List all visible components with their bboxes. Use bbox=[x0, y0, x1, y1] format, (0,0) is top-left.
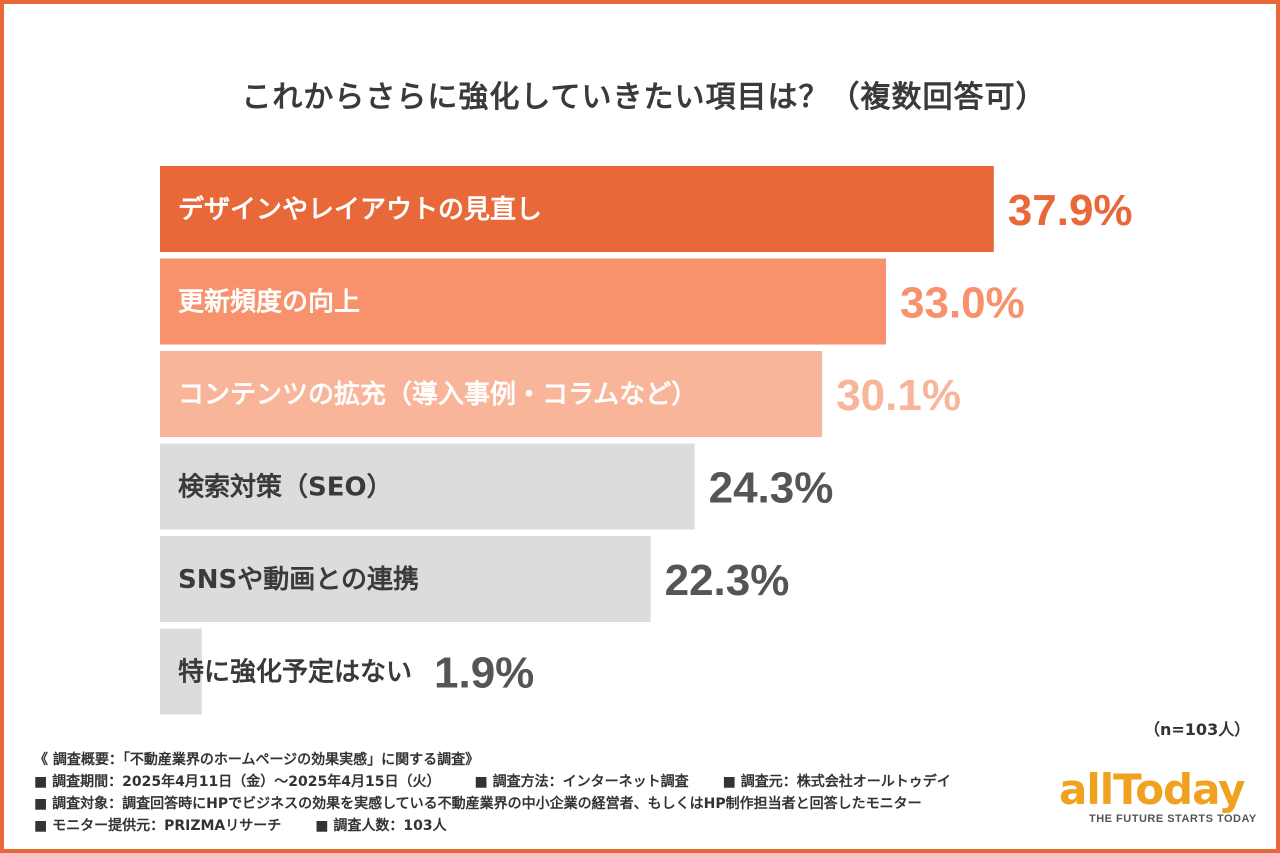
bar-label-5: SNSや動画との連携 bbox=[178, 564, 419, 595]
bar-label-3: コンテンツの拡充（導入事例・コラムなど） bbox=[178, 379, 697, 410]
bar-4 bbox=[160, 443, 695, 530]
survey-footer: 《 調査概要：「不動産業界のホームページの効果実感」に関する調査》 ■ 調査期間… bbox=[34, 749, 1044, 837]
survey-heading: 《 調査概要：「不動産業界のホームページの効果実感」に関する調査》 bbox=[34, 752, 480, 768]
bar-5 bbox=[160, 536, 651, 622]
bar-value-4: 24.3% bbox=[709, 464, 834, 513]
survey-source: ■ 調査元：株式会社オールトゥデイ bbox=[722, 774, 951, 790]
bar-label-1: デザインやレイアウトの見直し bbox=[178, 194, 542, 225]
logo-wordmark: allToday bbox=[1059, 765, 1246, 814]
survey-method: ■ 調査方法：インターネット調査 bbox=[474, 774, 689, 790]
bar-label-2: 更新頻度の向上 bbox=[178, 287, 360, 318]
bar-label-6: 特に強化予定はない bbox=[178, 657, 412, 688]
sample-size-note: （n=103人） bbox=[1144, 720, 1251, 739]
survey-provider: ■ モニター提供元：PRIZMAリサーチ bbox=[34, 818, 282, 834]
logo-tagline: THE FUTURE STARTS TODAY bbox=[1089, 813, 1257, 825]
bar-6 bbox=[160, 628, 202, 715]
survey-target: ■ 調査対象：調査回答時にHPでビジネスの効果を実感している不動産業界の中小企業… bbox=[34, 796, 922, 812]
survey-meta-row-2: ■ モニター提供元：PRIZMAリサーチ ■ 調査人数：103人 bbox=[34, 815, 1044, 837]
bar-value-6: 1.9% bbox=[434, 649, 534, 698]
alltoday-logo: allToday THE FUTURE STARTS TODAY bbox=[1059, 769, 1269, 829]
bar-2 bbox=[160, 258, 886, 345]
chart-title: これからさらに強化していきたい項目は？（複数回答可） bbox=[241, 80, 1047, 115]
bar-label-4: 検索対策（SEO） bbox=[178, 472, 393, 503]
survey-meta-row: ■ 調査期間：2025年4月11日（金）～2025年4月15日（火） ■ 調査方法… bbox=[34, 771, 1044, 793]
bar-chart: デザインやレイアウトの見直し 37.9% 更新頻度の向上 33.0% コンテンツの拡充（… bbox=[160, 166, 1133, 715]
survey-count: ■ 調査人数：103人 bbox=[315, 818, 447, 834]
bar-value-1: 37.9% bbox=[1008, 186, 1133, 235]
bar-value-2: 33.0% bbox=[900, 279, 1025, 328]
bar-3 bbox=[160, 351, 823, 437]
bar-value-3: 30.1% bbox=[836, 371, 961, 420]
bar-1 bbox=[160, 166, 994, 252]
survey-period: ■ 調査期間：2025年4月11日（金）～2025年4月15日（火） bbox=[34, 774, 441, 790]
bar-value-5: 22.3% bbox=[665, 556, 790, 605]
